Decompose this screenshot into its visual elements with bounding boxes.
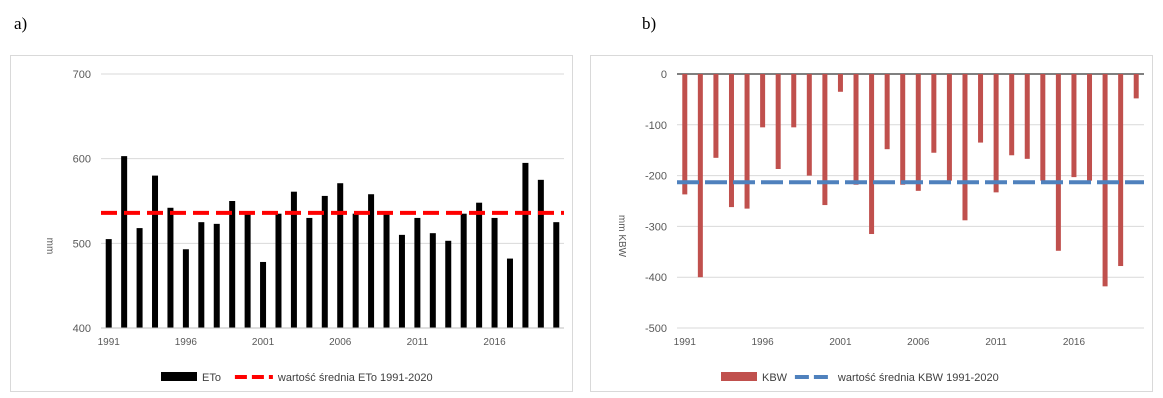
bar [337,183,344,328]
bar [1009,74,1015,156]
bar [822,74,828,206]
y-tick-label: -400 [645,272,667,284]
bar [775,74,781,169]
bar [506,258,513,328]
bar [445,240,452,328]
bar [229,201,236,328]
kbw-chart: 0 -100 -200 -300 -400 -500 mm KBW 1991 1996 2001 2… [616,69,1144,384]
legend-label: ETo [202,372,221,384]
legend-label: wartość średnia ETo 1991-2020 [277,372,433,384]
y-tick-label: 0 [661,69,667,81]
bar [931,74,937,153]
bar [460,213,467,328]
bar [522,162,529,328]
bar [121,156,128,328]
bar [537,179,544,328]
y-tick-label: -200 [645,171,667,183]
bar [744,74,750,209]
eto-chart-frame: 700 600 500 400 mm 1991 1996 2001 2006 2011 2016 ET… [10,55,573,392]
x-tick-label: 2016 [483,337,506,348]
bar [884,74,890,150]
x-tick-label: 2006 [907,337,930,348]
bar [900,74,906,185]
bar [962,74,968,221]
panel-b-label: b) [642,14,657,33]
bar [728,74,734,208]
bar [152,175,159,328]
y-tick-label: 600 [73,154,91,166]
bar [275,213,282,328]
x-tick-label: 2016 [1063,337,1086,348]
bar [1071,74,1077,178]
bar [760,74,766,128]
bar [791,74,797,128]
legend-swatch [721,372,757,381]
bar [198,222,205,328]
bar [429,233,436,328]
y-tick-label: 400 [73,323,91,335]
x-tick-label: 1991 [674,337,697,348]
bar [244,213,251,328]
x-tick-label: 2011 [407,337,429,348]
bar [368,194,375,328]
x-tick-label: 1996 [751,337,774,348]
bar [915,74,921,191]
bar [182,249,189,328]
bar [383,213,390,328]
x-tick-label: 1996 [175,337,198,348]
panel-a-label: a) [14,14,28,33]
bar [697,74,703,278]
bar [1040,74,1046,181]
bar [682,74,688,195]
bar [853,74,859,185]
y-tick-label: 700 [73,69,91,81]
y-tick-label: -500 [645,323,667,335]
bar [321,195,328,328]
x-tick-label: 2011 [985,337,1007,348]
bar [306,217,313,328]
bar [476,202,483,328]
bar [213,223,220,328]
bar [1118,74,1124,267]
x-tick-label: 1991 [98,337,121,348]
y-axis-label: mm [44,238,55,255]
y-axis-label: mm KBW [616,215,627,258]
bar [978,74,984,143]
x-tick-label: 2001 [252,337,275,348]
bar [136,228,143,328]
bar [352,213,359,328]
bar [946,74,952,181]
bar [1024,74,1030,159]
y-tick-label: -100 [645,120,667,132]
bar [398,234,405,328]
legend-label: wartość średnia KBW 1991-2020 [837,372,999,384]
y-tick-label: -300 [645,221,667,233]
bar [806,74,812,176]
bar [105,239,112,328]
bar [837,74,843,92]
bar [260,261,267,328]
eto-chart: 700 600 500 400 mm 1991 1996 2001 2006 2011 2016 ET… [44,69,564,384]
bar [553,222,560,328]
bar [713,74,719,158]
y-tick-label: 500 [73,238,91,250]
x-tick-label: 2006 [329,337,352,348]
legend-label: KBW [762,372,788,384]
bar [1087,74,1093,181]
legend-swatch [161,372,197,381]
bar [993,74,999,193]
bar [869,74,875,235]
bar [290,191,297,328]
bar [1102,74,1108,287]
bar [491,217,498,328]
x-tick-label: 2001 [829,337,852,348]
bar [167,207,174,328]
bar [414,217,421,328]
bar [1055,74,1061,251]
bar [1133,74,1139,99]
kbw-chart-frame: 0 -100 -200 -300 -400 -500 mm KBW 1991 1996 2001 2… [590,55,1153,392]
